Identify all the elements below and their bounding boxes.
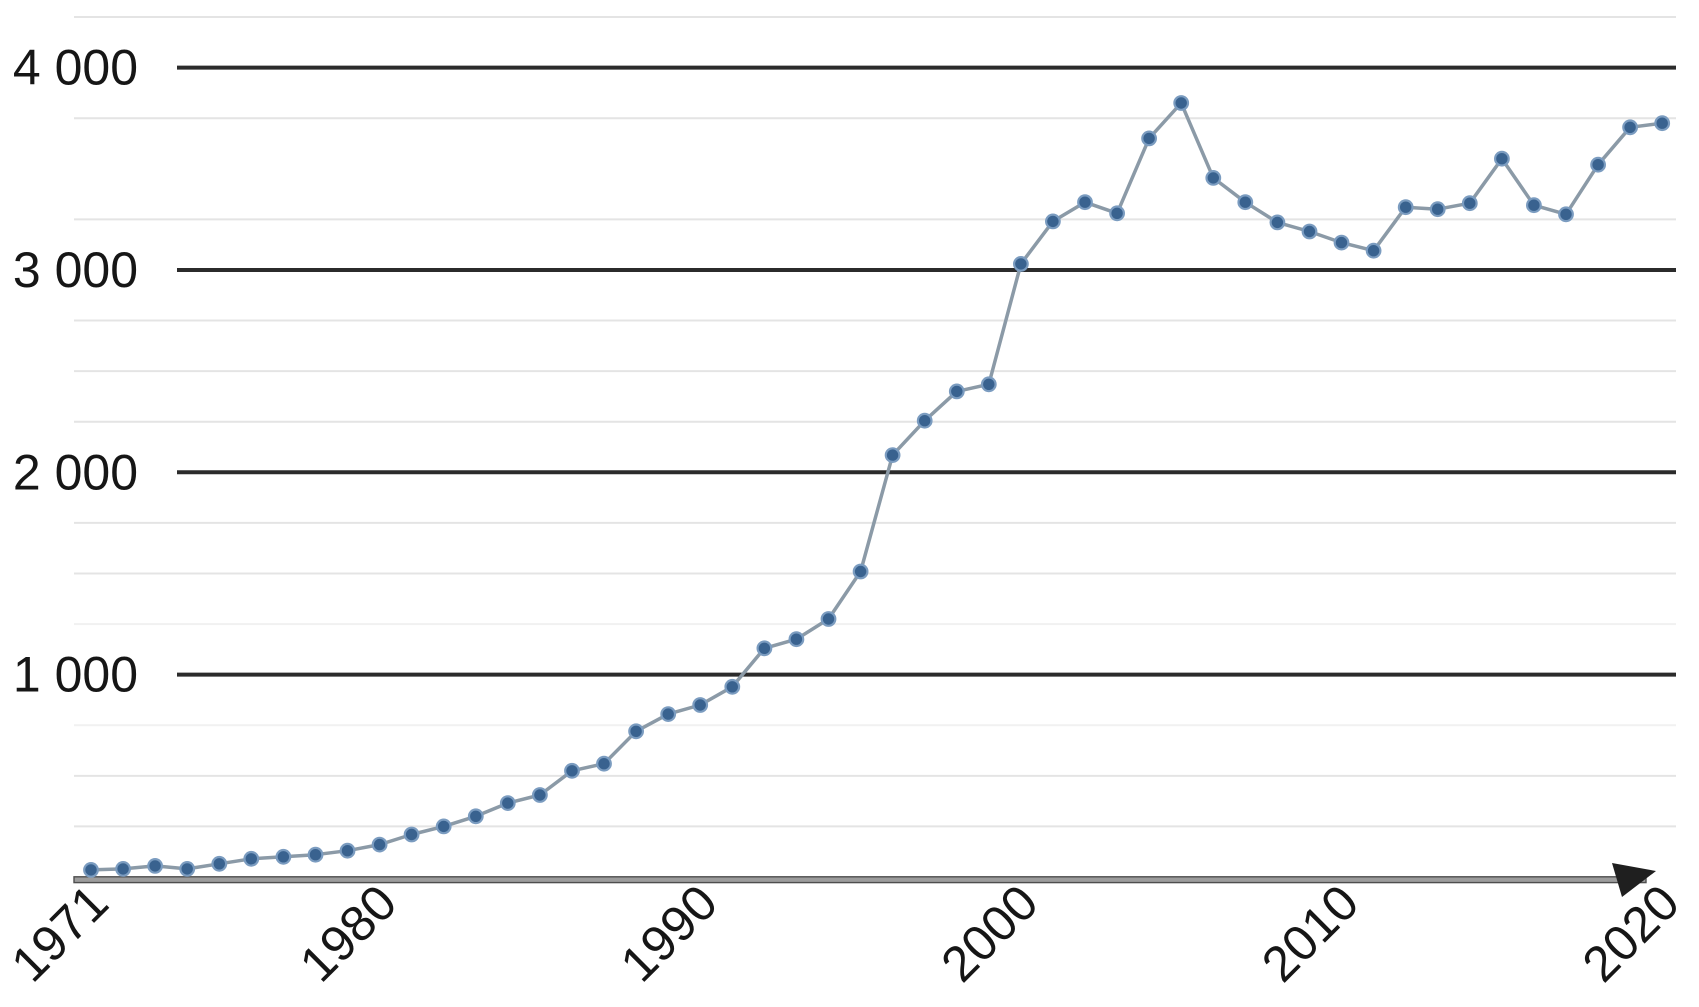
data-point [83,862,99,878]
data-point [788,631,805,648]
data-point [756,640,773,657]
data-point [1205,169,1222,186]
data-point [1044,213,1061,230]
data-point [1237,194,1254,211]
data-point [1365,242,1382,259]
y-tick-label: 1 000 [13,647,138,703]
data-point [339,842,356,859]
data-point [1558,206,1574,223]
data-point [403,826,420,843]
data-point [1173,95,1190,111]
data-point [115,861,131,877]
data-point [307,846,324,863]
data-point [211,855,228,872]
data-point [371,836,388,853]
data-point [1590,156,1606,173]
data-point [179,861,196,877]
data-point [660,706,677,722]
data-point [916,412,933,429]
data-point [1622,119,1638,136]
data-point [948,383,965,400]
data-point [435,818,452,835]
major-gridlines [177,65,1676,677]
data-point [467,808,484,825]
data-point [1461,195,1478,212]
data-point [1109,205,1125,222]
data-point [820,611,837,627]
x-axis-arrow-icon [1612,863,1656,897]
x-axis [73,863,1656,897]
data-point [596,755,612,772]
y-axis-labels: 4 000 3 000 2 000 1 000 [13,40,138,703]
data-point [1429,201,1446,218]
data-point [852,563,869,580]
data-point [1397,199,1414,216]
data-point [884,447,901,464]
data-point [275,848,292,865]
x-axis-line [73,876,1647,884]
data-point [628,723,644,740]
minor-gridlines [74,16,1676,828]
data-point [1493,150,1510,167]
data-point [147,858,164,874]
data-point [1525,197,1542,214]
data-point [532,787,548,803]
data-series [83,95,1671,878]
y-tick-label: 3 000 [13,242,138,298]
data-point [1654,115,1671,132]
data-point [1141,130,1157,147]
data-point [1077,194,1093,211]
data-point [1301,223,1318,240]
data-point [1013,256,1029,272]
data-point [243,850,260,867]
y-tick-label: 2 000 [13,444,138,500]
data-point [499,795,516,811]
data-point [564,762,580,779]
data-point [724,678,741,695]
y-tick-label: 4 000 [13,40,138,96]
data-point [692,697,709,713]
data-point [1333,234,1350,251]
data-point [980,376,997,393]
data-point [1269,214,1286,231]
